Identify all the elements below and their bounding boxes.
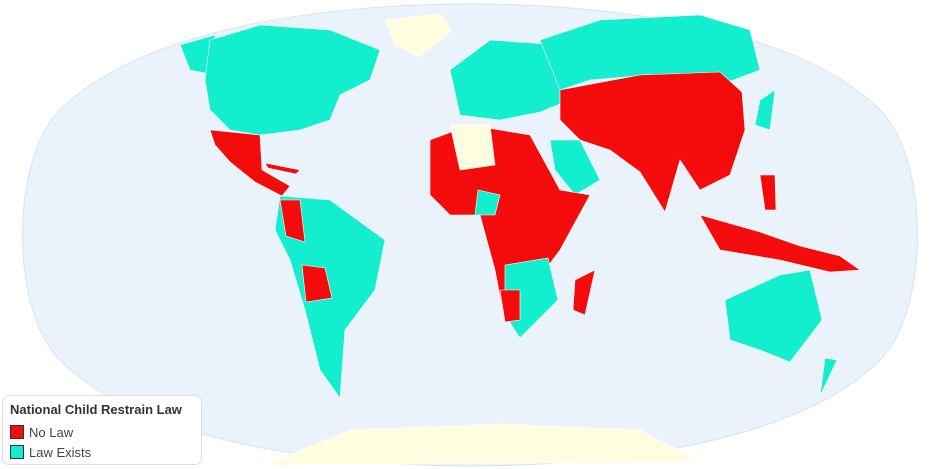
region-canada-usa[interactable]	[204, 24, 381, 136]
region-new-zealand[interactable]	[819, 357, 838, 397]
region-nigeria[interactable]	[474, 189, 501, 216]
region-algeria[interactable]	[449, 124, 496, 171]
region-namibia[interactable]	[499, 289, 521, 323]
region-madagascar[interactable]	[572, 269, 596, 316]
region-cuba[interactable]	[264, 162, 301, 175]
legend: National Child Restrain Law No Law Law E…	[2, 395, 202, 465]
legend-title: National Child Restrain Law	[10, 402, 182, 417]
region-japan[interactable]	[754, 89, 776, 131]
region-europe[interactable]	[449, 39, 571, 121]
region-colombia[interactable]	[279, 199, 306, 243]
region-greenland[interactable]	[384, 13, 453, 58]
region-australia[interactable]	[724, 269, 823, 363]
region-asia[interactable]	[559, 71, 746, 213]
legend-swatch	[10, 445, 24, 459]
region-russia[interactable]	[539, 14, 761, 91]
legend-item-law-exists[interactable]: Law Exists	[10, 442, 194, 462]
legend-swatch	[10, 425, 24, 439]
region-indonesia[interactable]	[699, 214, 861, 273]
region-bolivia[interactable]	[301, 264, 333, 303]
region-antarctica[interactable]	[264, 423, 701, 466]
region-arabia[interactable]	[549, 139, 601, 196]
region-philippines[interactable]	[759, 174, 777, 211]
legend-item-no-law[interactable]: No Law	[10, 422, 194, 442]
legend-label: Law Exists	[29, 444, 92, 460]
legend-label: No Law	[29, 424, 74, 440]
